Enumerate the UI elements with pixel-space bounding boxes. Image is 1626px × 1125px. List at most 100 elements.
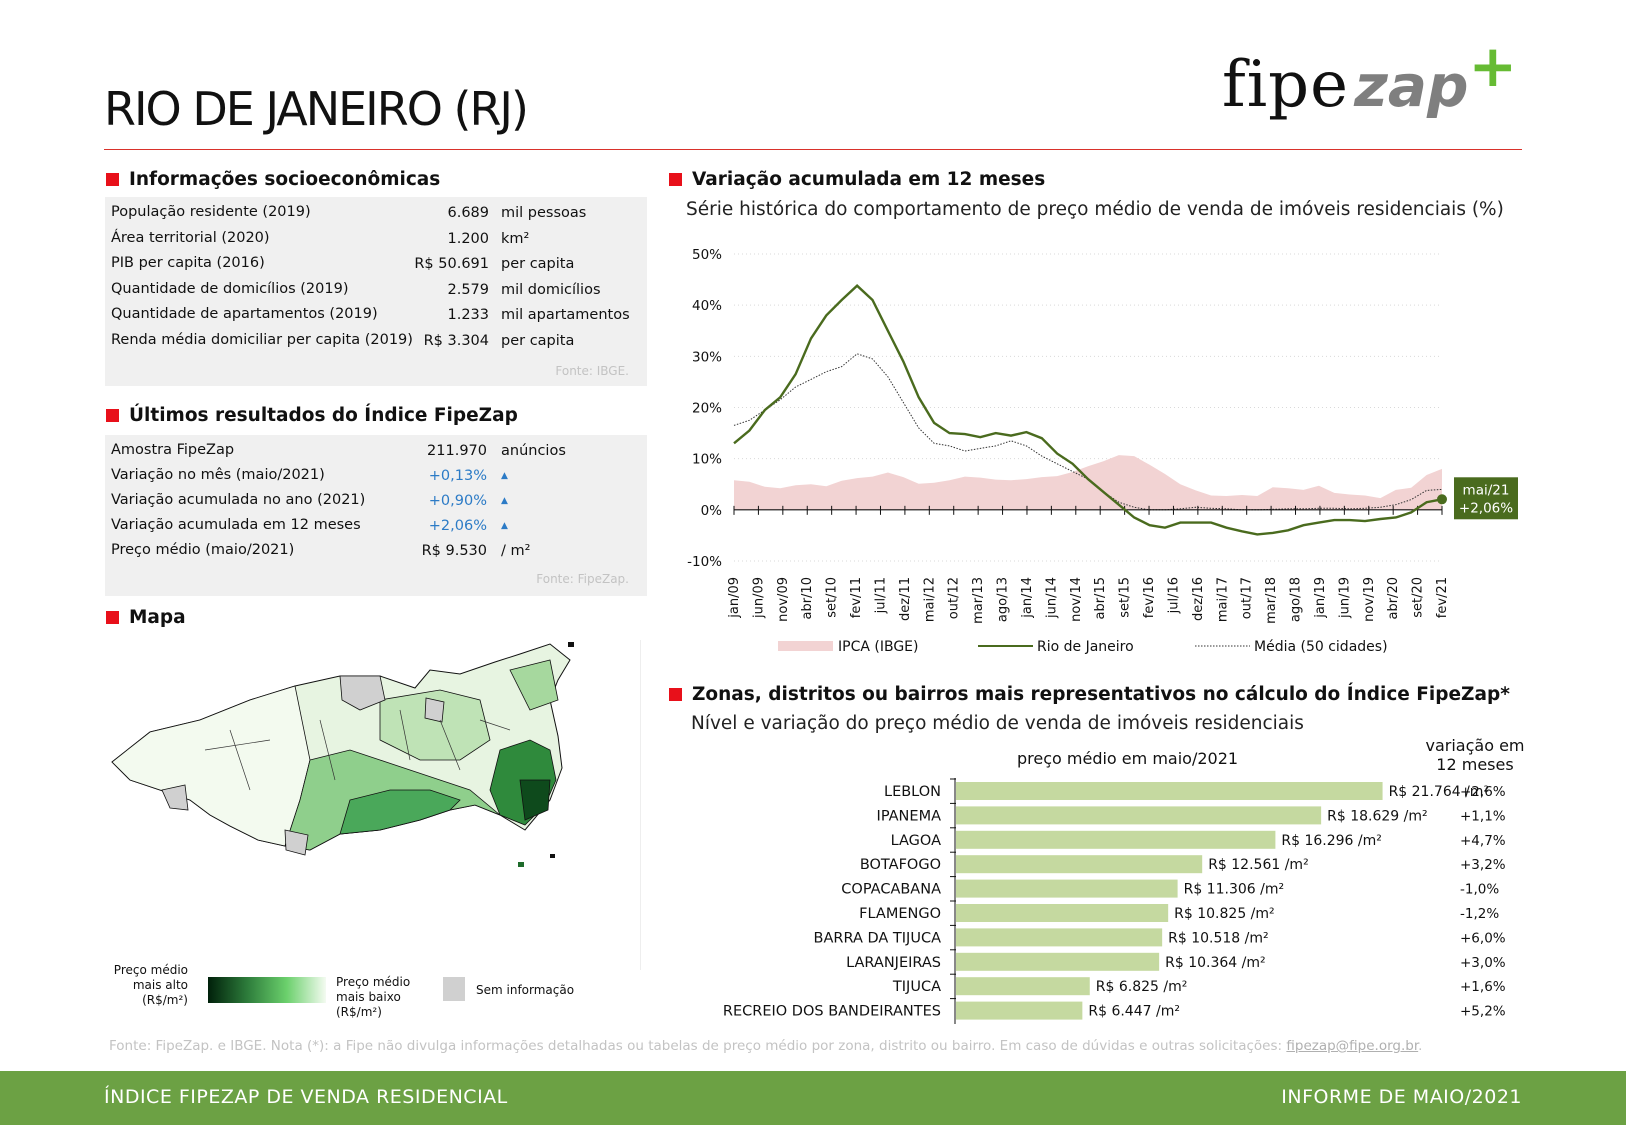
line-chart-heading-text: Variação acumulada em 12 meses bbox=[692, 169, 1046, 190]
socio-source: Fonte: IBGE. bbox=[555, 364, 629, 378]
legend-low-line2: mais baixo bbox=[336, 990, 401, 1004]
page-title: RIO DE JANEIRO (RJ) bbox=[104, 82, 529, 136]
legend-high-label: Preço médio mais alto (R$/m²) bbox=[108, 963, 188, 1008]
index-row: Variação acumulada no ano (2021) +0,90% ▲ bbox=[105, 489, 647, 513]
legend-no-info-label: Sem informação bbox=[476, 983, 575, 997]
index-row-unit: anúncios bbox=[501, 443, 566, 459]
y-tick-label: 40% bbox=[692, 298, 722, 314]
variation-value: -1,0% bbox=[1460, 882, 1499, 898]
x-tick-label: ago/13 bbox=[996, 577, 1011, 622]
email-link[interactable]: fipezap@fipe.org.br bbox=[1286, 1038, 1419, 1054]
x-tick-label: abr/10 bbox=[800, 577, 815, 620]
x-tick-label: jul/16 bbox=[1166, 577, 1181, 614]
y-tick-label: 10% bbox=[692, 452, 722, 468]
socio-heading-text: Informações socioeconômicas bbox=[129, 169, 441, 190]
red-square-icon bbox=[669, 173, 682, 186]
index-row-label: Variação acumulada em 12 meses bbox=[111, 517, 361, 533]
variation-value: +3,2% bbox=[1460, 857, 1506, 873]
index-row-value: +0,13% bbox=[428, 468, 487, 484]
red-square-icon bbox=[106, 173, 119, 186]
y-tick-label: 20% bbox=[692, 401, 722, 417]
last-point-marker bbox=[1437, 494, 1447, 505]
bar-value-label: R$ 11.306 /m² bbox=[1184, 882, 1285, 898]
socio-row: População residente (2019) 6.689 mil pesso… bbox=[105, 201, 647, 225]
socio-row-label: PIB per capita (2016) bbox=[111, 255, 265, 271]
index-row-value: +0,90% bbox=[428, 493, 487, 509]
line-chart: 50% 40% 30% 20% 10% 0% -10% mai/21 +2,06% jan/09 j… bbox=[687, 247, 1518, 655]
socio-heading: Informações socioeconômicas bbox=[106, 169, 440, 190]
bar bbox=[956, 1001, 1083, 1020]
socio-row: Renda média domiciliar per capita (2019)… bbox=[105, 329, 647, 353]
socio-row: Área territorial (2020) 1.200 km² bbox=[105, 227, 647, 251]
socio-row-unit: mil pessoas bbox=[501, 205, 587, 221]
x-tick-label: jan/19 bbox=[1313, 577, 1328, 619]
bar-chart: LEBLON R$ 21.764 /m²+2,6% IPANEMA R$ 18.629… bbox=[723, 778, 1506, 1024]
socio-row-label: Quantidade de apartamentos (2019) bbox=[111, 306, 378, 322]
map-heading-text: Mapa bbox=[129, 607, 186, 628]
index-source: Fonte: FipeZap. bbox=[536, 572, 629, 586]
fipezap-logo: fipe zap+ bbox=[1222, 32, 1517, 122]
y-tick-label: 30% bbox=[692, 349, 722, 365]
footnote: Fonte: FipeZap. e IBGE. Nota (*): a Fipe… bbox=[109, 1038, 1422, 1054]
y-tick-label: -10% bbox=[687, 554, 722, 570]
bar bbox=[956, 782, 1383, 800]
legend-rio-label: Rio de Janeiro bbox=[1037, 639, 1134, 655]
bar-chart-heading-text: Zonas, distritos ou bairros mais represe… bbox=[692, 684, 1510, 705]
logo-zap-text: zap bbox=[1354, 52, 1469, 120]
footnote-end: . bbox=[1418, 1038, 1423, 1054]
socio-row: Quantidade de apartamentos (2019) 1.233 mi… bbox=[105, 303, 647, 327]
index-row-label: Variação no mês (maio/2021) bbox=[111, 467, 325, 483]
logo-plus-icon: + bbox=[1468, 32, 1518, 100]
x-tick-label: nov/14 bbox=[1069, 577, 1084, 622]
x-tick-label: dez/11 bbox=[898, 577, 913, 621]
x-tick-label: nov/09 bbox=[776, 577, 791, 622]
index-row-unit: / m² bbox=[501, 543, 531, 559]
bar-value-label: R$ 16.296 /m² bbox=[1281, 833, 1382, 849]
x-tick-label: nov/19 bbox=[1362, 577, 1377, 622]
index-row: Preço médio (maio/2021) R$ 9.530 / m² bbox=[105, 539, 647, 563]
socio-row-value: R$ 50.691 bbox=[414, 256, 489, 272]
variation-header-line2: 12 meses bbox=[1436, 755, 1514, 774]
x-tick-label: jan/09 bbox=[727, 577, 742, 619]
footer-bar: ÍNDICE FIPEZAP DE VENDA RESIDENCIAL INFO… bbox=[0, 1071, 1626, 1125]
bar bbox=[956, 977, 1090, 996]
variation-value: +1,1% bbox=[1460, 808, 1506, 824]
x-tick-label: fev/16 bbox=[1142, 577, 1157, 618]
footer-right-text: INFORME DE MAIO/2021 bbox=[1281, 1086, 1522, 1108]
bar-value-label: R$ 10.825 /m² bbox=[1174, 906, 1275, 922]
variation-header: variação em 12 meses bbox=[1420, 736, 1530, 774]
socio-row-unit: per capita bbox=[501, 332, 575, 349]
variation-value: +6,0% bbox=[1460, 930, 1506, 946]
x-tick-label: out/12 bbox=[947, 577, 962, 619]
bar-category-label: LARANJEIRAS bbox=[846, 955, 941, 971]
x-tick-label: jul/11 bbox=[873, 577, 888, 614]
media-dotted-series bbox=[733, 353, 1443, 511]
variation-value: +1,6% bbox=[1460, 979, 1506, 995]
index-heading: Últimos resultados do Índice FipeZap bbox=[106, 405, 518, 426]
red-square-icon bbox=[106, 611, 119, 624]
socio-row: PIB per capita (2016) R$ 50.691 per capita bbox=[105, 252, 647, 276]
x-tick-label: jan/14 bbox=[1020, 577, 1035, 619]
x-tick-label: abr/15 bbox=[1093, 577, 1108, 620]
ipca-area-series bbox=[734, 455, 1442, 510]
index-row: Variação acumulada em 12 meses +2,06% ▲ bbox=[105, 514, 647, 538]
bar-category-label: BOTAFOGO bbox=[860, 857, 941, 873]
bar-chart-subtitle: Nível e variação do preço médio de venda… bbox=[691, 713, 1304, 734]
x-tick-label: jun/19 bbox=[1337, 577, 1352, 619]
socio-row-value: 6.689 bbox=[447, 205, 489, 221]
index-heading-text: Últimos resultados do Índice FipeZap bbox=[129, 405, 518, 426]
bar-category-label: LEBLON bbox=[884, 784, 941, 800]
y-tick-label: 50% bbox=[692, 247, 722, 263]
legend-low-line1: Preço médio bbox=[336, 975, 411, 989]
bar-value-label: R$ 21.764 /m² bbox=[1389, 784, 1490, 800]
index-row: Variação no mês (maio/2021) +0,13% ▲ bbox=[105, 464, 647, 488]
bar-category-label: RECREIO DOS BANDEIRANTES bbox=[723, 1004, 941, 1020]
index-row-label: Preço médio (maio/2021) bbox=[111, 542, 295, 558]
index-row-value: +2,06% bbox=[428, 518, 487, 534]
red-square-icon bbox=[669, 688, 682, 701]
bar-category-label: TIJUCA bbox=[892, 979, 941, 995]
line-chart-subtitle: Série histórica do comportamento de preç… bbox=[686, 199, 1504, 220]
bar bbox=[956, 928, 1163, 947]
bar bbox=[956, 879, 1178, 898]
bar-value-label: R$ 10.518 /m² bbox=[1168, 930, 1269, 946]
